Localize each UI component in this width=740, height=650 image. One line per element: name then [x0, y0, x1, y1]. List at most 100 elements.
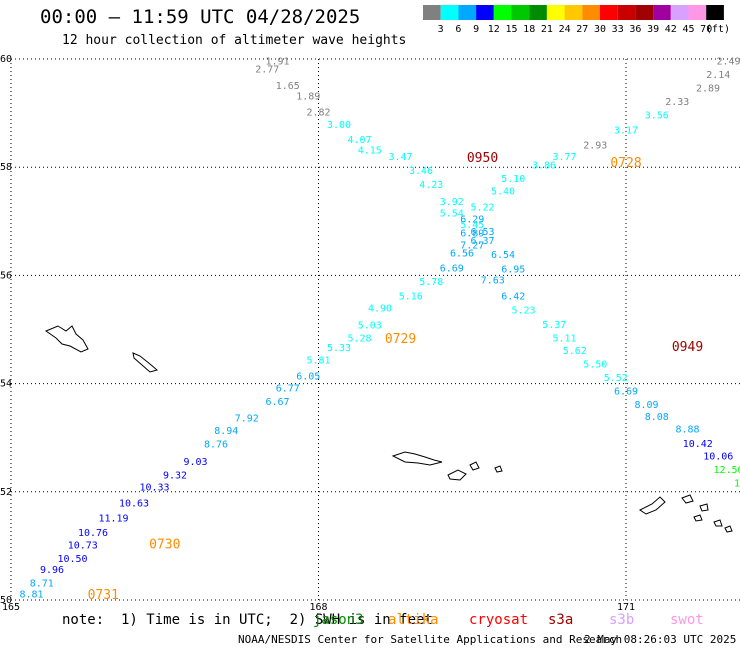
x-tick-label: 171 — [617, 602, 635, 613]
island-10 — [693, 514, 703, 522]
color-legend: 3 6 9 12 15 18 21 24 27 30 33 36 39 42 45 70(ft) — [423, 5, 730, 35]
colorbar-level: 36 — [629, 24, 641, 35]
sat-legend-swot: swot — [670, 612, 704, 628]
colorbar-swatch-16 — [706, 5, 724, 20]
colorbar-swatch-4 — [493, 5, 512, 20]
swh-value: 5.37 — [542, 320, 566, 331]
swh-value: 6.53 — [470, 227, 494, 238]
colorbar-level: 45 — [682, 24, 694, 35]
swh-value: 10.76 — [78, 528, 108, 539]
swh-value: 5.28 — [347, 333, 371, 344]
colorbar-swatch-10 — [600, 5, 618, 20]
pass-time-label: 0729 — [385, 332, 416, 347]
swh-value: 5.78 — [419, 277, 443, 288]
island-11 — [713, 519, 723, 527]
swh-value: 9.96 — [40, 565, 64, 576]
swh-value: 8.94 — [214, 426, 238, 437]
colorbar-swatch-6 — [529, 5, 547, 20]
x-tick-label: 168 — [309, 602, 327, 613]
colorbar-level: 30 — [594, 24, 606, 35]
swh-value: 12.50 — [713, 465, 740, 476]
swh-value: 8.88 — [675, 424, 699, 435]
pass-time-label: 0950 — [467, 151, 498, 166]
swh-value: 3.86 — [532, 160, 556, 171]
swh-value: 5.10 — [501, 174, 525, 185]
swh-value: 6.54 — [491, 250, 515, 261]
colorbar-unit: (ft) — [706, 24, 730, 35]
swh-value: 5.16 — [399, 292, 423, 303]
graticule — [10, 58, 740, 601]
sat-legend-s3a: s3a — [548, 612, 574, 628]
colorbar-swatch-2 — [458, 5, 477, 20]
y-tick-label: 58 — [0, 162, 12, 173]
colorbar-swatch-9 — [582, 5, 600, 20]
swh-value: 6.95 — [501, 265, 525, 276]
y-tick-label: 54 — [0, 379, 12, 390]
colorbar-swatch-12 — [635, 5, 654, 20]
swh-value: 8.71 — [30, 578, 54, 589]
swh-value: 6.69 — [614, 386, 638, 397]
island-8 — [681, 494, 694, 504]
pass-time-label: 0730 — [149, 538, 180, 553]
colorbar-level: 70 — [700, 24, 712, 35]
swh-value: 7.63 — [481, 276, 505, 287]
island-1 — [44, 325, 89, 353]
swh-value: 4.90 — [368, 304, 392, 315]
sat-legend-altika: altika — [388, 612, 439, 628]
colorbar-swatch-11 — [617, 5, 636, 20]
colorbar-level: 3 — [438, 24, 444, 35]
swh-value: 10.73 — [68, 541, 98, 552]
chart-subtitle: 12 hour collection of altimeter wave hei… — [62, 33, 407, 48]
pass-time-label: 0731 — [88, 588, 119, 603]
swh-value: 7.27 — [460, 240, 484, 251]
swh-value: 2.14 — [706, 70, 730, 81]
island-2 — [132, 352, 159, 373]
island-5 — [469, 461, 480, 471]
swh-value: 2.33 — [665, 97, 689, 108]
swh-value: 10.42 — [683, 439, 713, 450]
colorbar-swatch-15 — [688, 5, 707, 20]
x-tick-label: 165 — [2, 602, 20, 613]
colorbar-level: 12 — [488, 24, 500, 35]
colorbar-level: 27 — [576, 24, 588, 35]
swh-value: 5.11 — [552, 333, 576, 344]
swh-value: 2.82 — [306, 107, 330, 118]
swh-value: 12.04 — [734, 478, 740, 489]
swh-value: 1.89 — [296, 92, 320, 103]
swh-value: 4.23 — [419, 180, 443, 191]
swh-value: 5.50 — [583, 359, 607, 370]
swh-value: 2.93 — [583, 140, 607, 151]
colorbar-level: 42 — [665, 24, 677, 35]
swh-value: 4.07 — [347, 135, 371, 146]
swh-value: 5.40 — [491, 186, 515, 197]
swh-value: 5.81 — [306, 356, 330, 367]
axis-tick-labels: 165168171174177505254565860 — [0, 54, 635, 613]
island-9 — [699, 503, 709, 512]
swh-value: 6.56 — [450, 248, 474, 259]
swh-value: 8.76 — [204, 439, 228, 450]
island-4 — [447, 469, 467, 481]
swh-value: 3.00 — [327, 120, 351, 131]
colorbar-swatch-3 — [476, 5, 494, 20]
colorbar-level: 24 — [559, 24, 571, 35]
island-7 — [639, 496, 666, 515]
swh-value: 3.17 — [614, 126, 638, 137]
colorbar-swatch-0 — [423, 5, 441, 20]
swh-value: 7.92 — [235, 413, 259, 424]
generated-timestamp: 2 May 08:26:03 UTC 2025 — [584, 633, 737, 646]
y-tick-label: 50 — [0, 595, 12, 606]
y-tick-label: 60 — [0, 54, 12, 65]
swh-value: 4.15 — [358, 146, 382, 157]
swh-value: 1.91 — [265, 56, 289, 67]
swh-value: 3.47 — [388, 152, 412, 163]
swh-value: 6.29 — [460, 214, 484, 225]
sat-legend-jason3: jason3 — [313, 612, 364, 628]
swh-value: 5.23 — [511, 305, 535, 316]
swh-value: 5.03 — [358, 320, 382, 331]
swh-value: 2.49 — [716, 56, 740, 67]
y-tick-label: 56 — [0, 270, 12, 281]
colorbar-level: 33 — [612, 24, 624, 35]
swh-value: 3.56 — [645, 111, 669, 122]
island-12 — [724, 525, 733, 533]
